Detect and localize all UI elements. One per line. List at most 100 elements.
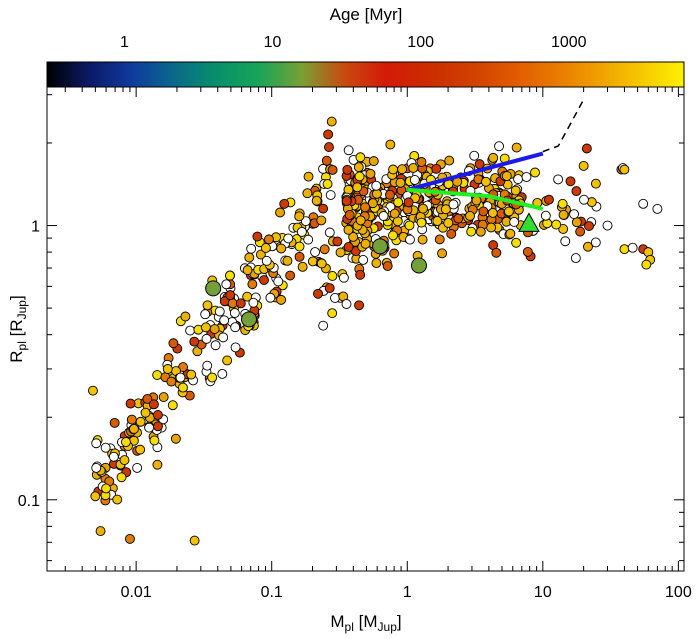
data-point [444,155,455,166]
data-point [371,180,382,191]
data-point [521,172,532,182]
data-point [511,142,522,153]
data-point [570,253,581,264]
data-point [227,298,238,309]
data-point [360,238,371,249]
data-point [162,364,173,374]
data-point [360,202,371,213]
data-point [409,175,420,185]
data-point [325,190,336,200]
data-point [91,462,102,473]
data-point [466,226,477,237]
data-point [395,177,406,188]
data-point [619,164,630,175]
data-point [388,230,398,241]
data-point [300,216,311,227]
data-point [112,494,123,505]
data-point [343,145,354,156]
x-tick-label: 0.1 [261,584,283,601]
data-point [358,254,369,265]
data-point [352,182,363,193]
data-point [244,252,255,263]
model-curve [542,99,585,153]
data-point [324,142,334,153]
data-point [382,261,393,271]
highlight-points [205,212,540,328]
data-point [125,398,136,409]
data-point [652,203,663,214]
data-point [168,338,179,349]
data-point [446,228,457,239]
data-point [321,155,332,166]
data-point [355,269,366,280]
data-point [90,491,101,502]
young-planet-marker [240,311,257,328]
data-point [152,459,163,470]
data-point [544,194,554,205]
data-point [189,535,200,546]
data-point [121,437,131,447]
data-point [453,213,464,224]
colorbar-tick-label: 1000 [551,34,587,51]
data-point [448,199,459,210]
data-point [560,236,571,247]
data-point [443,217,454,228]
data-point [488,152,499,163]
data-point [167,400,178,411]
data-point [202,360,213,371]
data-point [294,241,305,252]
young-planet-marker [410,257,427,274]
data-point [575,226,586,237]
young-planet-marker [205,280,222,297]
data-point [571,186,582,197]
data-point [230,322,241,333]
data-point [222,355,233,366]
data-point [404,220,415,231]
data-point [487,207,498,218]
data-point [152,421,163,432]
data-point [135,416,146,427]
data-point [405,234,415,245]
data-point [332,236,343,247]
data-point [276,243,287,254]
data-point [478,206,489,217]
data-point [551,219,562,230]
data-point [324,283,335,294]
data-point [367,198,378,209]
data-point [638,198,649,209]
data-point [553,174,564,185]
data-point [273,276,284,287]
y-axis-ticks: 0.11 [18,94,684,562]
x-axis-label: Mpl [MJup] [330,612,401,634]
data-point [432,216,443,226]
data-point [327,271,338,281]
data-point [225,270,235,281]
model-curve [407,187,544,211]
data-point [152,370,163,380]
data-point [129,423,139,434]
data-point [166,376,177,387]
data-point [371,188,382,199]
data-point [348,231,359,242]
data-point [324,227,335,238]
data-point [202,300,213,311]
data-point [148,399,159,410]
y-tick-label: 1 [31,219,40,236]
data-point [581,143,592,154]
data-point [416,217,427,228]
data-point [565,176,576,187]
data-point [260,243,271,253]
data-point [248,297,259,308]
data-point [318,203,329,214]
data-point [170,433,181,444]
data-point [416,157,427,167]
data-point [408,163,419,173]
data-point [144,422,155,433]
data-point [316,215,327,226]
data-point [511,237,522,248]
data-point [354,300,365,311]
data-point [132,462,143,473]
data-point [200,309,211,320]
data-point [109,417,120,428]
data-point [108,451,119,462]
